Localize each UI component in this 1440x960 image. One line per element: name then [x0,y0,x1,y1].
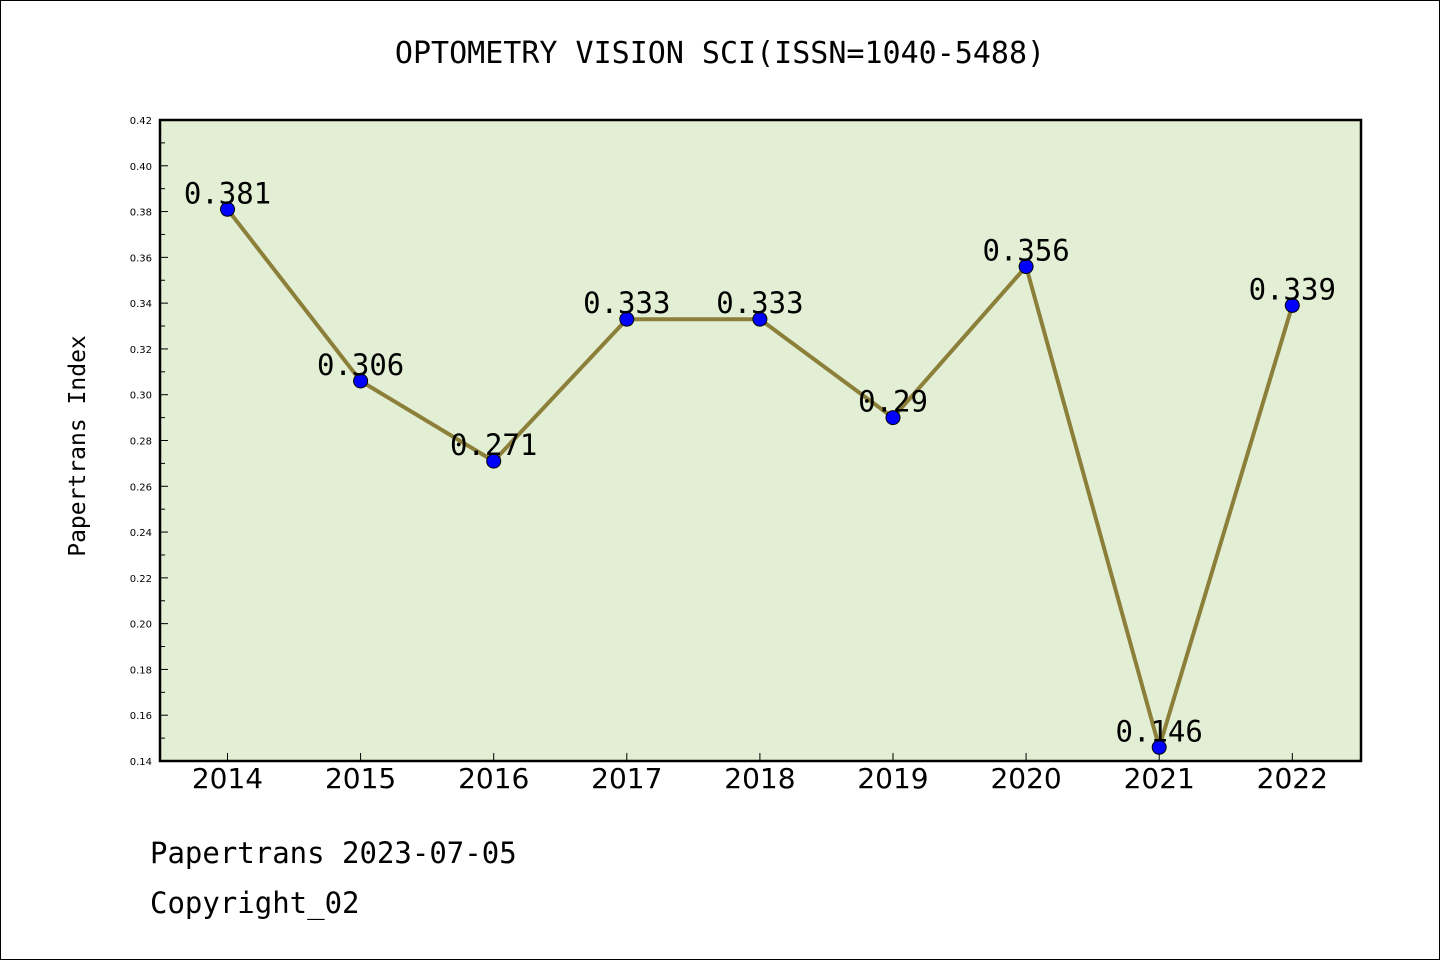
y-tick-label: 0.32 [130,345,152,356]
x-axis-ticks: 2014 2015 2016 2017 2018 2019 2020 2021 2022 [192,753,1328,795]
y-tick-label: 0.42 [130,116,152,127]
data-point [1284,297,1300,313]
data-label: 0.333 [583,286,670,320]
y-tick-label: 0.36 [130,253,152,264]
plot-border [158,118,1363,763]
data-point [486,453,502,469]
data-label: 0.339 [1249,272,1336,306]
x-tick-label: 2016 [458,762,529,795]
data-point [619,311,635,327]
data-point [220,201,235,217]
y-tick-label: 0.22 [130,574,152,585]
x-tick-label: 2022 [1257,762,1328,795]
series-markers [220,201,1300,755]
y-tick-label: 0.18 [130,665,152,676]
data-label: 0.29 [858,385,928,419]
data-labels: 0.381 0.306 0.271 0.333 0.333 0.29 0.356 0.146 0… [184,176,1336,748]
x-tick-label: 2015 [325,762,396,795]
y-tick-label: 0.16 [130,711,152,722]
y-tick-label: 0.20 [130,620,152,631]
footer-date: Papertrans 2023-07-05 [150,836,517,870]
x-tick-label: 2014 [192,762,263,795]
y-tick-label: 0.24 [130,528,152,539]
data-point [752,311,768,327]
data-label: 0.306 [317,348,404,382]
y-tick-label: 0.28 [130,437,152,448]
footer-copyright: Copyright_02 [150,886,360,920]
data-point [1151,739,1167,755]
plot-area [160,120,1361,761]
data-label: 0.356 [982,234,1069,268]
x-tick-label: 2018 [724,762,795,795]
y-tick-label: 0.38 [130,208,152,219]
data-label: 0.333 [716,286,803,320]
x-tick-label: 2020 [990,762,1061,795]
data-label: 0.146 [1116,714,1203,748]
x-tick-label: 2019 [857,762,928,795]
y-tick-label: 0.14 [130,757,152,768]
data-point [353,373,369,389]
x-tick-label: 2021 [1124,762,1195,795]
y-tick-label: 0.40 [130,162,152,173]
data-point [1018,259,1034,275]
data-label: 0.381 [184,176,271,210]
chart-title: OPTOMETRY VISION SCI(ISSN=1040-5488) [394,36,1046,71]
data-label: 0.271 [450,428,537,462]
data-point [885,410,901,426]
y-tick-label: 0.26 [130,482,152,493]
y-tick-label: 0.30 [130,391,152,402]
x-tick-label: 2017 [591,762,662,795]
y-tick-label: 0.34 [130,299,152,310]
y-axis-label: Papertrans Index [65,335,91,557]
